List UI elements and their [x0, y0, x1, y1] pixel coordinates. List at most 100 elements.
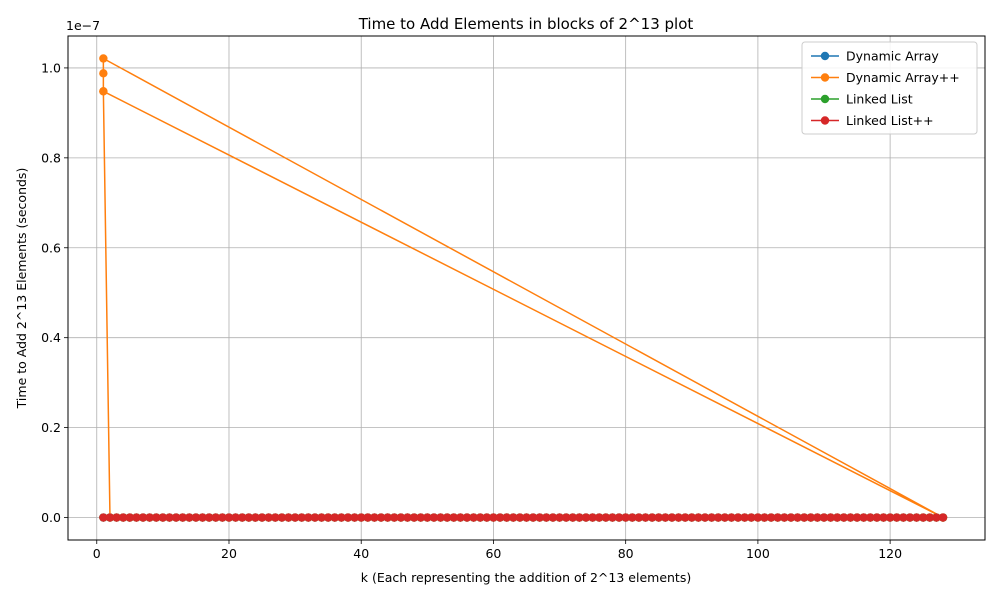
data-point	[350, 513, 359, 522]
data-point	[211, 513, 220, 522]
data-point	[885, 513, 895, 522]
data-point	[264, 513, 273, 522]
legend-label: Linked List++	[846, 113, 934, 128]
x-tick-label: 120	[878, 546, 902, 561]
data-point	[132, 513, 141, 522]
data-point	[654, 513, 663, 522]
x-tick-label: 60	[485, 546, 501, 561]
data-point	[125, 513, 135, 522]
data-point	[694, 513, 703, 522]
data-point	[687, 513, 696, 522]
data-point	[780, 513, 789, 522]
data-point	[218, 513, 227, 522]
data-point	[846, 513, 855, 522]
data-point	[403, 513, 412, 522]
data-point	[753, 513, 763, 522]
axis-ticks: 0 20 40 60 80 100 120 0.0 0.2 0.4 0.6 0.8 1.0	[41, 60, 902, 561]
data-point	[462, 513, 472, 522]
legend-marker	[820, 116, 830, 125]
y-tick-label: 0.2	[41, 420, 61, 435]
data-point	[535, 513, 544, 522]
legend-marker	[820, 73, 830, 82]
data-point	[826, 513, 835, 522]
data-point	[436, 513, 445, 522]
data-point	[839, 513, 849, 522]
data-point	[304, 513, 313, 522]
legend: Dynamic Array Dynamic Array++ Linked List L…	[801, 41, 978, 135]
x-tick-label: 20	[221, 546, 237, 561]
data-point	[284, 513, 293, 522]
data-point	[383, 513, 392, 522]
data-point	[641, 513, 650, 522]
data-point	[376, 513, 386, 522]
data-point	[502, 513, 511, 522]
data-point	[773, 513, 782, 522]
data-point	[290, 513, 300, 522]
data-point	[330, 513, 339, 522]
y-offset-label: 1e−7	[66, 18, 100, 33]
data-point	[852, 513, 862, 522]
data-point	[634, 513, 644, 522]
data-point	[819, 513, 829, 522]
legend-label: Dynamic Array	[846, 49, 939, 64]
data-point	[667, 513, 677, 522]
data-point	[680, 513, 690, 522]
y-tick-label: 1.0	[41, 60, 61, 75]
data-point	[469, 513, 478, 522]
data-point	[879, 513, 888, 522]
data-point	[707, 513, 716, 522]
y-tick-label: 0.6	[41, 240, 61, 255]
legend-marker	[820, 94, 830, 104]
data-point	[714, 513, 723, 522]
data-point	[892, 513, 901, 522]
data-point	[476, 513, 485, 522]
chart-title: Time to Add Elements in blocks of 2^13 p…	[358, 15, 694, 33]
plot-area	[99, 54, 948, 522]
data-point	[621, 513, 630, 522]
data-point	[760, 513, 769, 522]
data-point	[522, 513, 531, 522]
data-point	[918, 513, 928, 522]
data-point	[145, 513, 154, 522]
data-point	[178, 513, 187, 522]
data-point	[793, 513, 802, 522]
data-point	[938, 513, 948, 522]
data-point	[363, 513, 373, 522]
data-point	[244, 513, 254, 522]
data-point	[456, 513, 465, 522]
data-point	[138, 513, 148, 522]
data-point	[489, 513, 498, 522]
data-point	[370, 513, 379, 522]
data-point	[912, 513, 921, 522]
data-point	[528, 513, 538, 522]
data-point	[297, 513, 306, 522]
data-point	[581, 513, 591, 522]
x-tick-label: 80	[618, 546, 634, 561]
data-point	[429, 513, 439, 522]
data-point	[674, 513, 683, 522]
data-point	[647, 513, 657, 522]
data-point	[799, 513, 809, 522]
data-point	[257, 513, 267, 522]
data-point	[932, 513, 941, 522]
data-point	[416, 513, 425, 522]
data-point	[575, 513, 584, 522]
legend-item: Dynamic Array	[811, 49, 939, 64]
data-point	[337, 513, 346, 522]
data-point	[271, 513, 280, 522]
data-point	[515, 513, 525, 522]
y-tick-label: 0.4	[41, 330, 61, 345]
data-point	[925, 513, 934, 522]
data-point	[99, 69, 108, 78]
data-point	[357, 513, 366, 522]
data-point	[99, 87, 108, 96]
x-axis-label: k (Each representing the addition of 2^1…	[361, 570, 691, 585]
data-point	[482, 513, 492, 522]
y-tick-label: 0.0	[41, 510, 61, 525]
data-point	[191, 513, 201, 522]
data-point	[204, 513, 214, 522]
data-point	[158, 513, 168, 522]
data-point	[495, 513, 505, 522]
data-point	[251, 513, 260, 522]
data-point	[608, 513, 617, 522]
